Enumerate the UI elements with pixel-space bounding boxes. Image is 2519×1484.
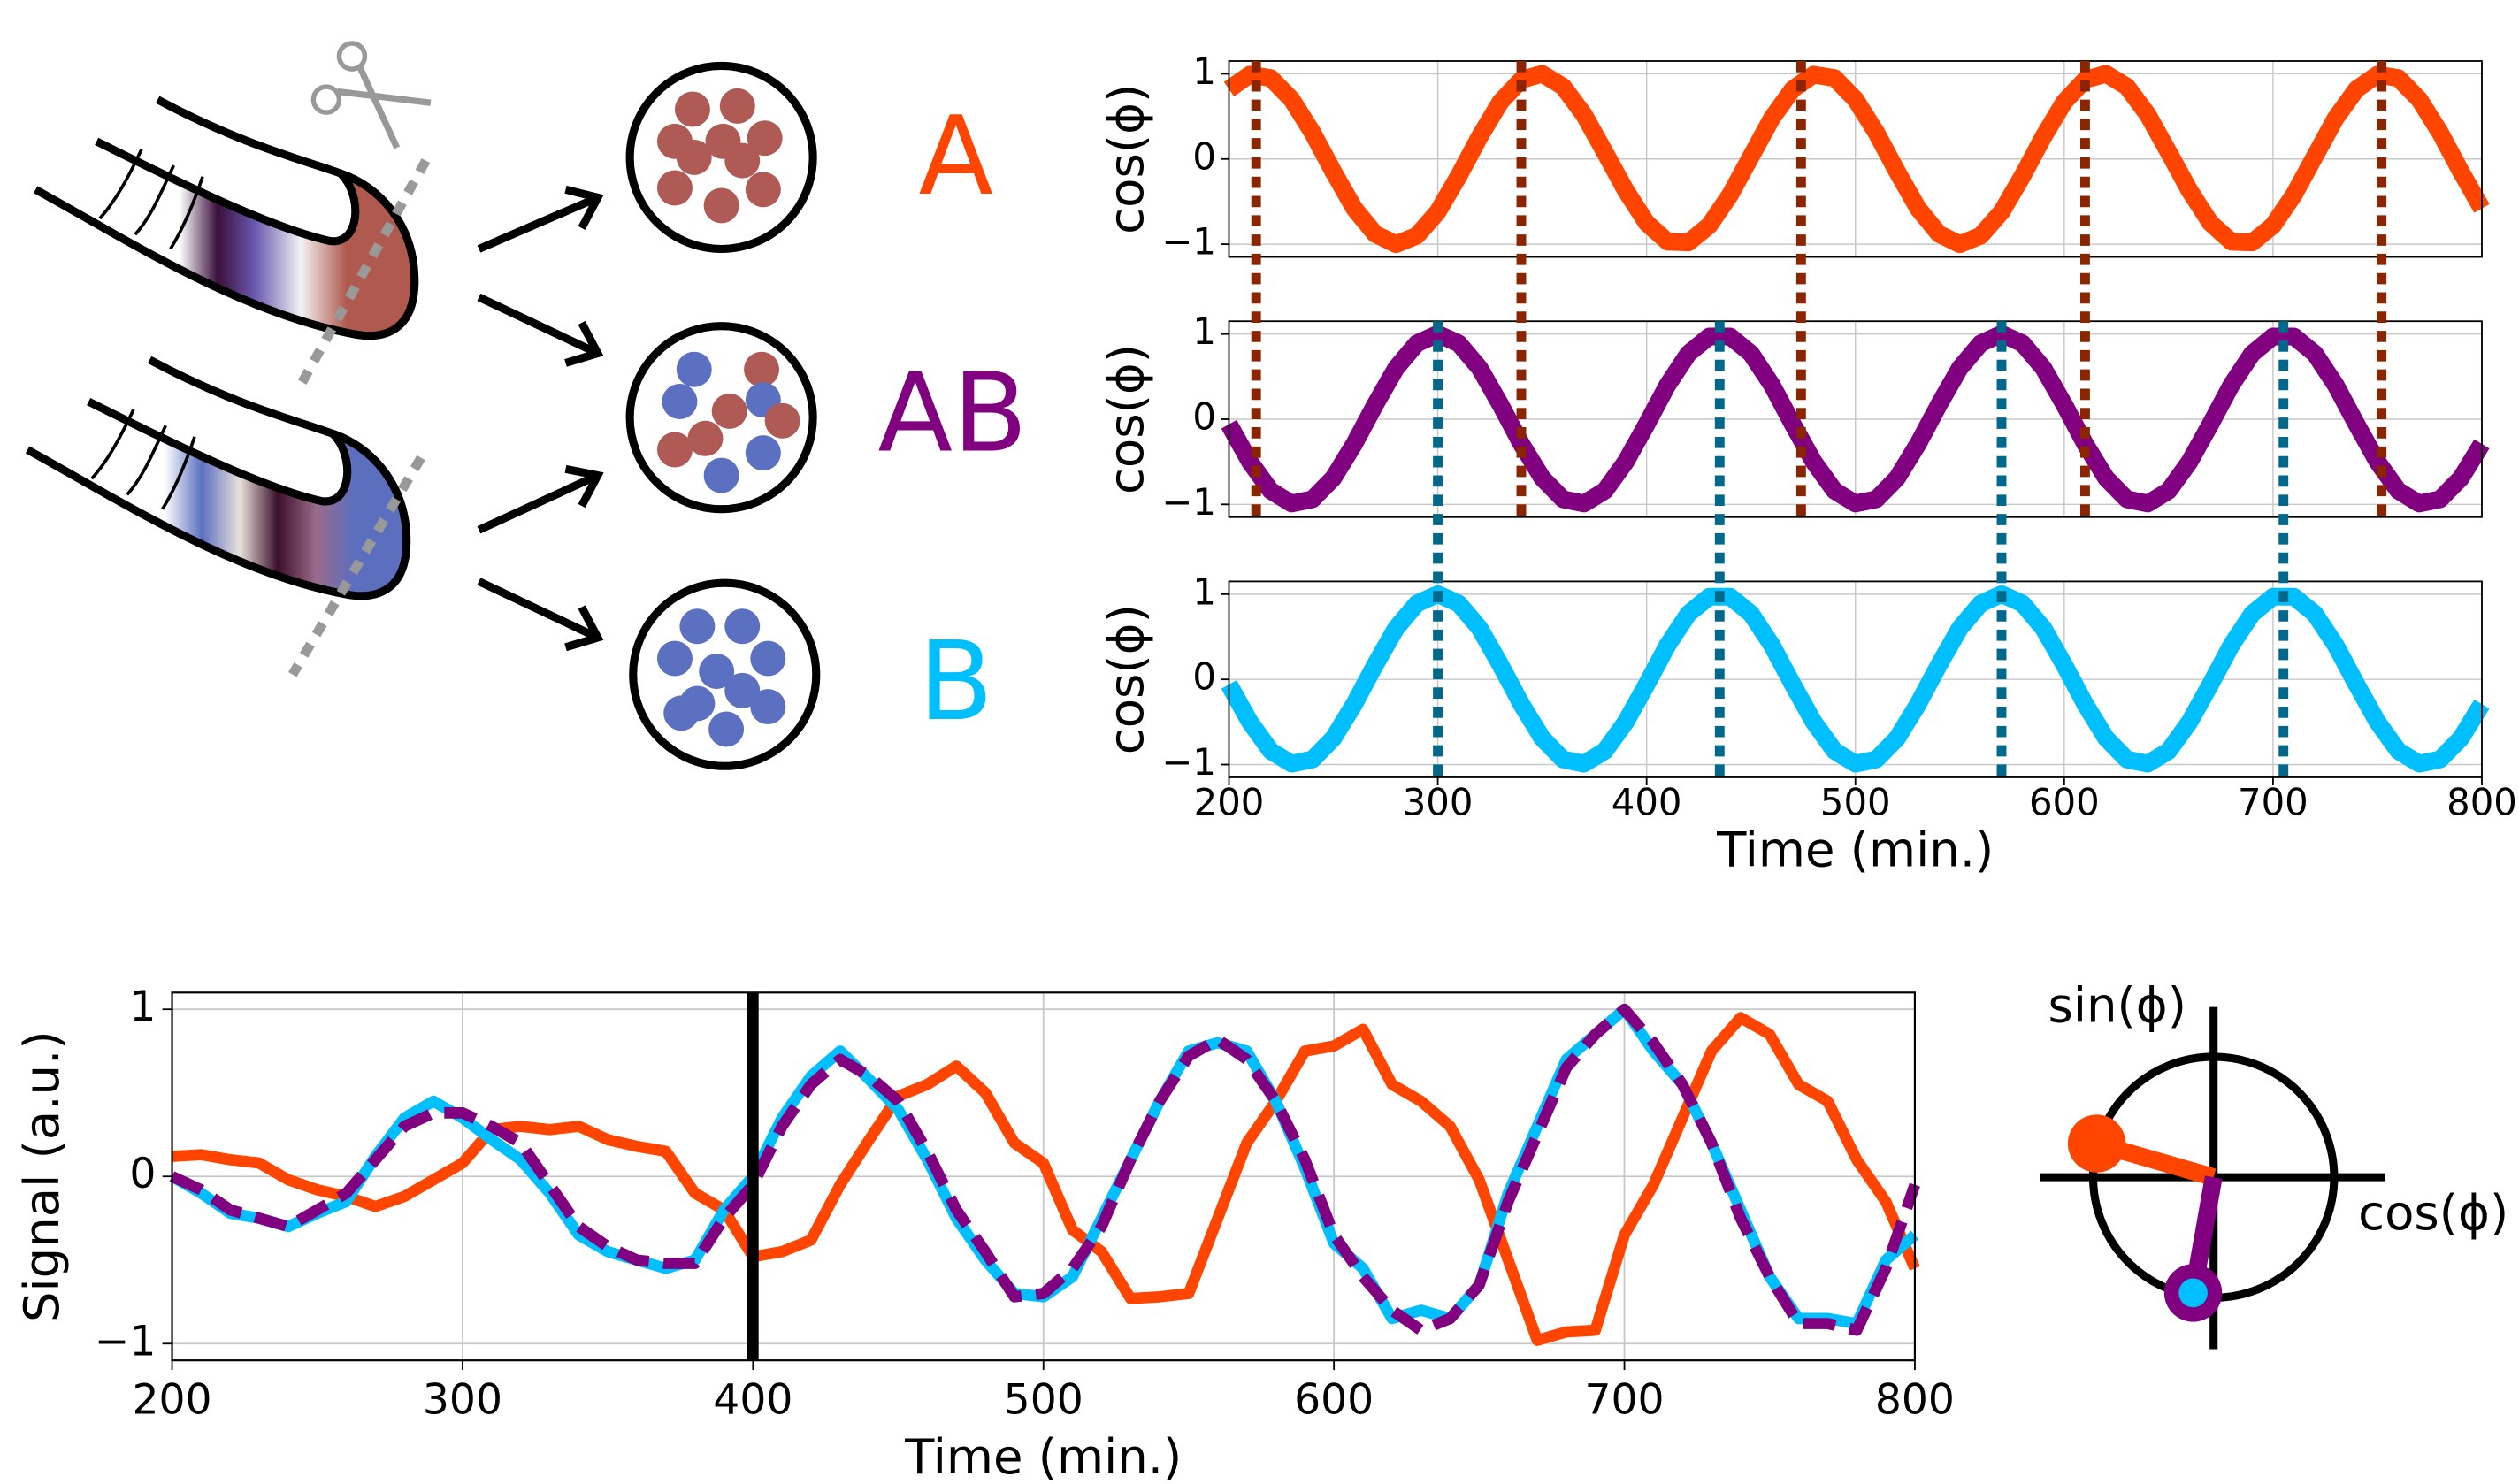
group-label: AB (878, 349, 1028, 477)
cells-a (656, 88, 783, 224)
y-tick-label: −1 (95, 1317, 157, 1365)
cut-line (297, 157, 431, 385)
y-tick-label: 1 (1192, 310, 1216, 353)
y-tick-label: 0 (1192, 394, 1216, 438)
x-tick-label: 600 (1294, 1375, 1374, 1424)
x-tick-label: 300 (1403, 780, 1474, 823)
cos-line (1223, 65, 2490, 254)
x-tick-label: 800 (1875, 1375, 1955, 1424)
x-axis-label: Time (min.) (904, 1428, 1182, 1484)
x-tick-label: 200 (133, 1375, 212, 1424)
cells-ab (656, 351, 800, 493)
cell-pool (629, 578, 821, 770)
phase-point (2067, 1114, 2126, 1173)
scissors-icon (310, 41, 432, 149)
x-tick-label: 700 (2238, 780, 2308, 823)
y-tick-label: −1 (1161, 480, 1216, 524)
arrows (477, 185, 604, 652)
y-axis-label: cos(ϕ) (1098, 84, 1154, 234)
axes-frame (1228, 60, 2483, 258)
y-axis-label: sin(ϕ) (2048, 977, 2186, 1034)
x-tick-label: 400 (713, 1375, 792, 1424)
tissue-diagram (25, 41, 821, 770)
y-tick-label: 1 (1192, 50, 1216, 93)
y-tick-label: 0 (1192, 655, 1216, 699)
cell-pool (625, 61, 817, 254)
x-axis-label: cos(ϕ) (2358, 1184, 2508, 1241)
cell-pool (625, 322, 817, 514)
phase-point-inner (2178, 1278, 2208, 1308)
x-tick-label: 300 (423, 1375, 502, 1424)
group-label: A (919, 93, 993, 220)
cells-b (656, 608, 786, 747)
x-tick-label: 600 (2029, 780, 2100, 823)
tail-b (25, 356, 411, 600)
x-tick-label: 800 (2446, 780, 2517, 823)
group-labels: A AB B (878, 93, 1028, 746)
y-tick-label: 0 (129, 1150, 156, 1198)
cos-line (1221, 325, 2490, 513)
signal-line (169, 1003, 1920, 1336)
group-label: B (918, 618, 993, 746)
y-axis-label: cos(ϕ) (1098, 604, 1154, 754)
y-tick-label: −1 (1161, 740, 1216, 784)
x-tick-label: 500 (1004, 1375, 1083, 1424)
signal-line (172, 1012, 1920, 1346)
x-tick-label: 200 (1194, 780, 1265, 823)
y-tick-label: 0 (1192, 134, 1216, 178)
y-tick-label: 1 (129, 983, 156, 1031)
x-axis-label: Time (min.) (1716, 821, 1994, 877)
axes-frame (1228, 320, 2483, 518)
tail-a (34, 96, 419, 340)
y-axis-label: cos(ϕ) (1098, 344, 1154, 494)
x-tick-label: 500 (1820, 780, 1891, 823)
cut-line (288, 455, 425, 677)
y-tick-label: 1 (1192, 570, 1216, 613)
x-tick-label: 400 (1612, 780, 1682, 823)
x-tick-label: 700 (1584, 1375, 1664, 1424)
y-tick-label: −1 (1161, 220, 1216, 264)
y-axis-label: Signal (a.u.) (13, 1030, 70, 1322)
